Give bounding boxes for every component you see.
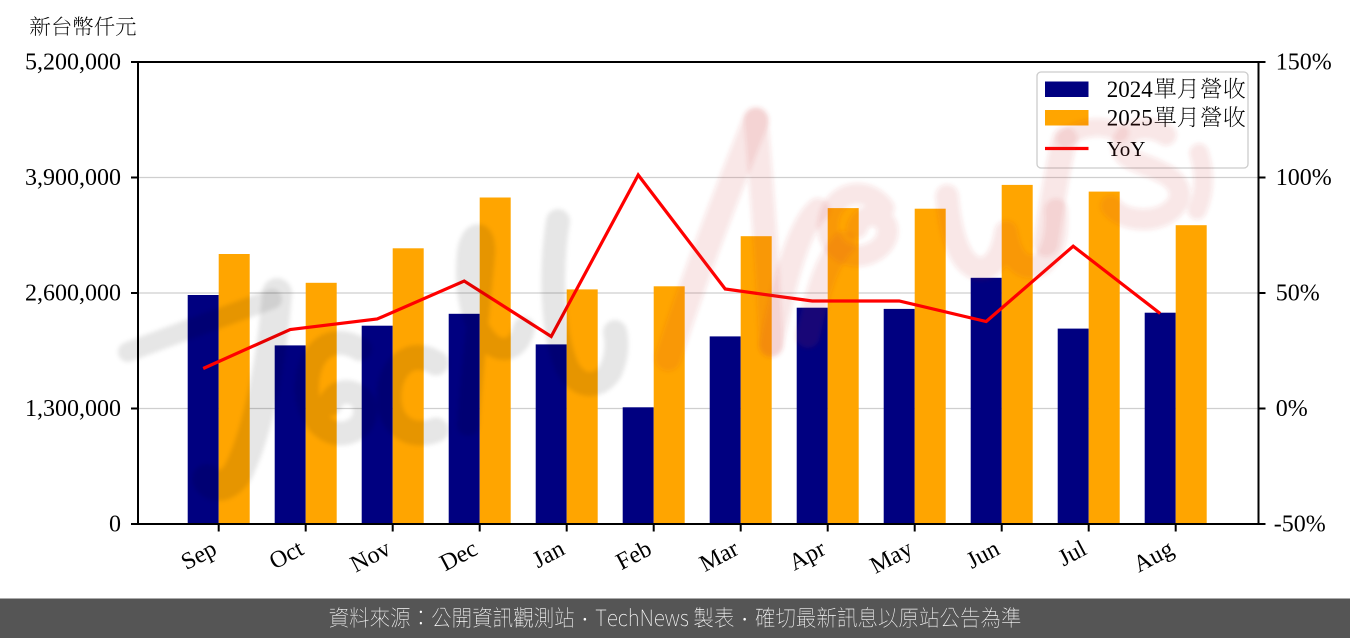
svg-text:-50%: -50%: [1274, 512, 1326, 538]
svg-text:50%: 50%: [1276, 281, 1320, 307]
svg-text:5,200,000: 5,200,000: [25, 50, 121, 76]
svg-text:2,600,000: 2,600,000: [25, 281, 121, 307]
svg-text:3,900,000: 3,900,000: [25, 165, 121, 191]
svg-text:0%: 0%: [1276, 396, 1308, 422]
svg-text:100%: 100%: [1276, 165, 1332, 191]
svg-text:1,300,000: 1,300,000: [25, 396, 121, 422]
svg-text:2024: 2024: [1107, 77, 1154, 102]
svg-text:150%: 150%: [1276, 50, 1332, 76]
svg-text:0: 0: [109, 512, 121, 538]
